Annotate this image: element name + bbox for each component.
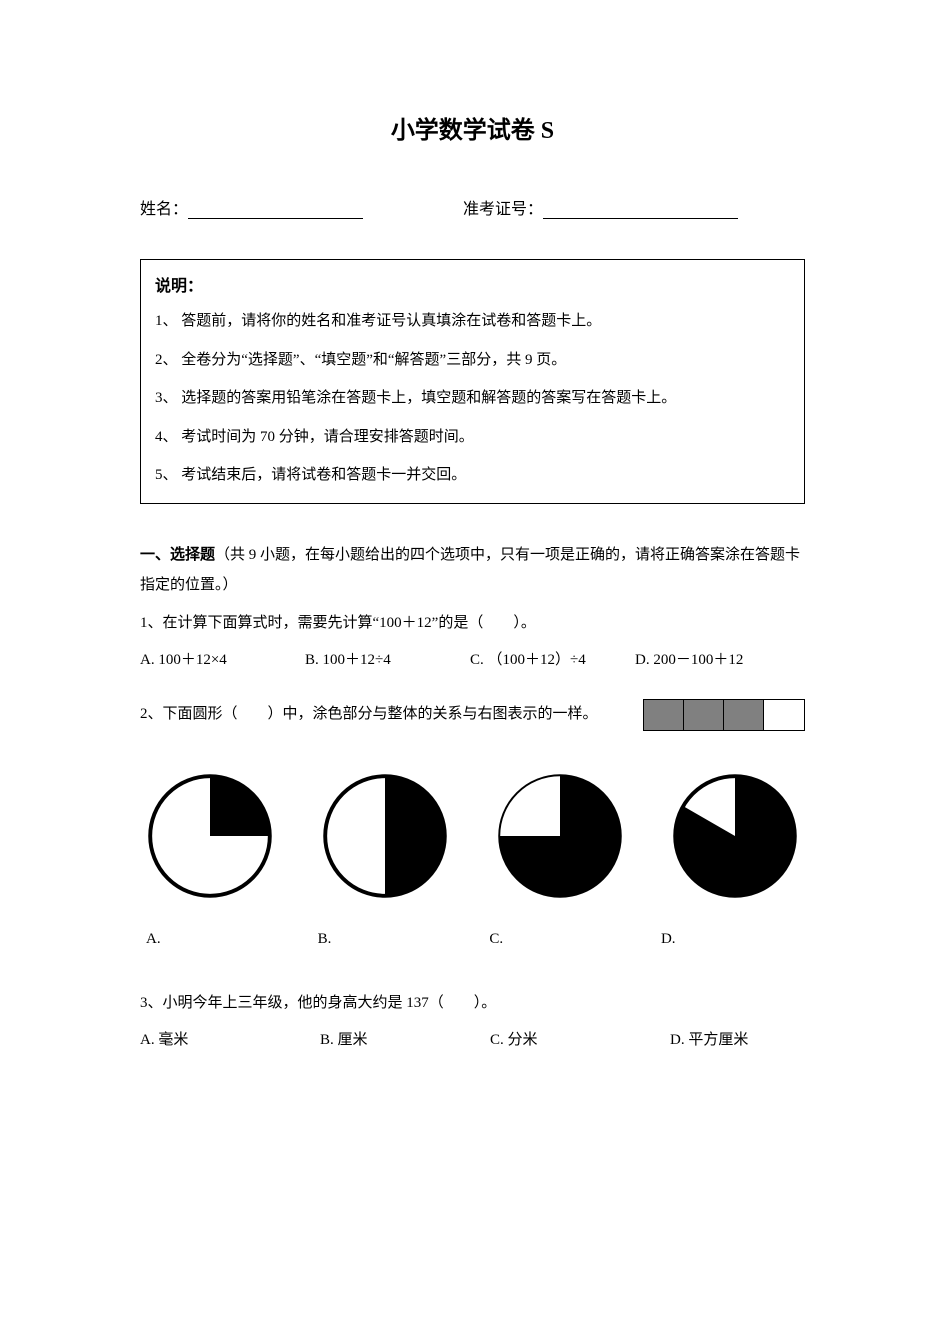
q3-option-a[interactable]: A. 毫米 (140, 1028, 320, 1049)
bar-cell-filled (684, 700, 724, 730)
q1-text: 1、在计算下面算式时，需要先计算“100＋12”的是（ ）。 (140, 608, 805, 638)
pie-chart-icon (145, 771, 275, 901)
instructions-item: 3、 选择题的答案用铅笔涂在答题卡上，填空题和解答题的答案写在答题卡上。 (155, 387, 790, 410)
q2-label-c: C. (483, 931, 623, 948)
student-info-row: 姓名： 准考证号： (140, 195, 805, 219)
pie-chart-icon (495, 771, 625, 901)
pie-chart-icon (670, 771, 800, 901)
instructions-heading: 说明： (155, 272, 790, 296)
q3-option-c[interactable]: C. 分米 (490, 1028, 670, 1049)
id-field-group: 准考证号： (463, 195, 738, 219)
q3-option-d[interactable]: D. 平方厘米 (670, 1028, 805, 1049)
exam-title: 小学数学试卷 S (140, 110, 805, 145)
name-field-group: 姓名： (140, 195, 363, 219)
q1-option-b[interactable]: B. 100＋12÷4 (305, 648, 470, 669)
q2-label-b: B. (312, 931, 452, 948)
instructions-item: 4、 考试时间为 70 分钟，请合理安排答题时间。 (155, 426, 790, 449)
section-1-label: 一、选择题 (140, 547, 215, 563)
q2-pie-a[interactable] (140, 771, 280, 901)
q1-option-c[interactable]: C. （100＋12）÷4 (470, 648, 635, 669)
bar-cell-filled (724, 700, 764, 730)
q2-block: 2、下面圆形（ ）中，涂色部分与整体的关系与右图表示的一样。 (140, 699, 805, 948)
q2-pie-c[interactable] (490, 771, 630, 901)
q1-options: A. 100＋12×4 B. 100＋12÷4 C. （100＋12）÷4 D.… (140, 648, 805, 669)
name-label: 姓名： (140, 195, 188, 219)
q3-option-b[interactable]: B. 厘米 (320, 1028, 490, 1049)
q2-pie-b[interactable] (315, 771, 455, 901)
instructions-item: 2、 全卷分为“选择题”、“填空题”和“解答题”三部分，共 9 页。 (155, 349, 790, 372)
q3-options: A. 毫米 B. 厘米 C. 分米 D. 平方厘米 (140, 1028, 805, 1049)
instructions-item: 5、 考试结束后，请将试卷和答题卡一并交回。 (155, 464, 790, 487)
q2-label-d: D. (655, 931, 795, 948)
pie-chart-icon (320, 771, 450, 901)
q3-text: 3、小明今年上三年级，他的身高大约是 137（ ）。 (140, 988, 805, 1018)
instructions-item: 1、 答题前，请将你的姓名和准考证号认真填涂在试卷和答题卡上。 (155, 310, 790, 333)
q2-bar-reference (643, 699, 805, 731)
q2-text: 2、下面圆形（ ）中，涂色部分与整体的关系与右图表示的一样。 (140, 699, 598, 729)
instructions-box: 说明： 1、 答题前，请将你的姓名和准考证号认真填涂在试卷和答题卡上。 2、 全… (140, 259, 805, 504)
id-blank[interactable] (543, 201, 738, 219)
bar-cell-filled (644, 700, 684, 730)
q2-labels-row: A. B. C. D. (140, 931, 805, 948)
q2-label-a: A. (140, 931, 280, 948)
q2-pie-d[interactable] (665, 771, 805, 901)
section-1-desc: （共 9 小题，在每小题给出的四个选项中，只有一项是正确的，请将正确答案涂在答题… (140, 547, 800, 593)
q2-pies-row (140, 771, 805, 901)
exam-page: 小学数学试卷 S 姓名： 准考证号： 说明： 1、 答题前，请将你的姓名和准考证… (0, 0, 945, 1109)
section-1-header: 一、选择题（共 9 小题，在每小题给出的四个选项中，只有一项是正确的，请将正确答… (140, 540, 805, 600)
id-label: 准考证号： (463, 195, 543, 219)
q2-text-row: 2、下面圆形（ ）中，涂色部分与整体的关系与右图表示的一样。 (140, 699, 805, 731)
q1-option-d[interactable]: D. 200－100＋12 (635, 648, 800, 669)
name-blank[interactable] (188, 201, 363, 219)
bar-cell-empty (764, 700, 804, 730)
q1-option-a[interactable]: A. 100＋12×4 (140, 648, 305, 669)
